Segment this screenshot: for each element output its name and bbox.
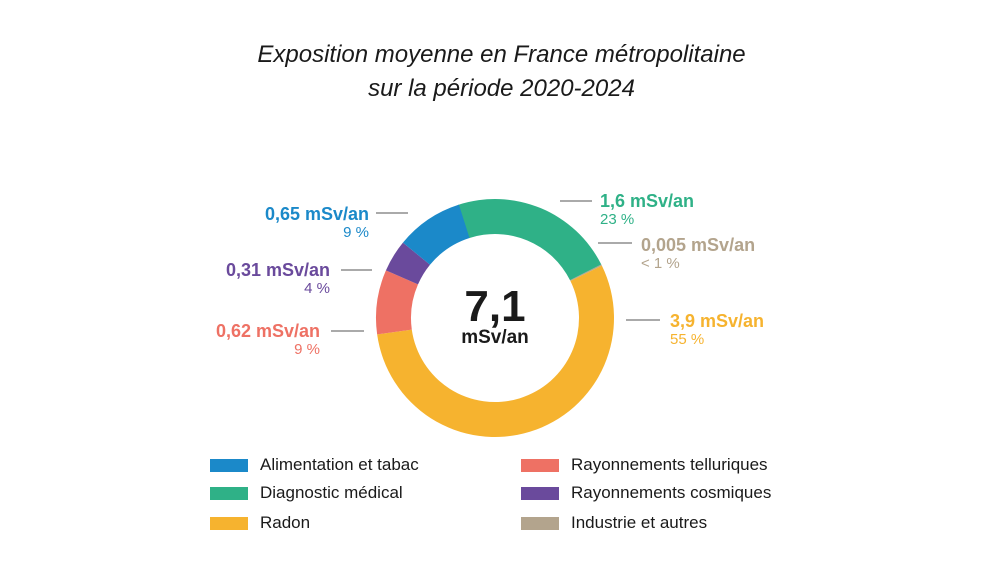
legend-label: Industrie et autres — [571, 513, 708, 532]
legend-item-alimentation: Alimentation et tabac — [210, 454, 419, 476]
legend-label: Diagnostic médical — [260, 483, 403, 502]
donut-slice-cosmiques — [385, 242, 431, 285]
slice-percent-cosmiques: 4 % — [304, 280, 330, 297]
slice-percent-industrie: < 1 % — [641, 255, 680, 272]
legend-swatch — [210, 458, 248, 472]
donut-slice-alimentation — [402, 204, 470, 265]
legend-swatch — [210, 486, 248, 500]
legend-swatch — [521, 458, 559, 472]
slice-percent-diagnostic: 23 % — [600, 211, 635, 228]
legend-item-diagnostic: Diagnostic médical — [210, 482, 403, 504]
chart-title-line1: Exposition moyenne en France métropolita… — [257, 41, 746, 68]
legend-item-cosmiques: Rayonnements cosmiques — [521, 482, 771, 504]
chart-title-line2: sur la période 2020-2024 — [368, 75, 635, 102]
legend-label: Radon — [260, 513, 311, 532]
slice-percent-alimentation: 9 % — [343, 224, 369, 241]
legend-swatch — [521, 516, 559, 530]
slice-label-industrie: 0,005 mSv/an — [641, 235, 756, 255]
donut-slice-industrie — [570, 264, 602, 282]
legend-label: Rayonnements cosmiques — [571, 483, 772, 502]
slice-label-diagnostic: 1,6 mSv/an — [600, 191, 695, 211]
legend-item-telluriques: Rayonnements telluriques — [521, 454, 768, 476]
legend-swatch — [210, 516, 248, 530]
slice-percent-radon: 55 % — [670, 331, 705, 348]
center-total-value: 7,1 — [464, 282, 526, 331]
slice-label-telluriques: 0,62 mSv/an — [215, 321, 320, 341]
slice-label-alimentation: 0,65 mSv/an — [264, 204, 369, 224]
slice-label-radon: 3,9 mSv/an — [670, 311, 765, 331]
legend-swatch — [521, 486, 559, 500]
legend-item-industrie: Industrie et autres — [521, 512, 707, 534]
donut-slice-telluriques — [376, 270, 419, 335]
legend-label: Rayonnements telluriques — [571, 455, 768, 474]
donut-slice-diagnostic — [458, 199, 602, 281]
donut-slice-radon — [377, 265, 614, 437]
legend-item-radon: Radon — [210, 512, 310, 534]
slice-percent-telluriques: 9 % — [294, 341, 320, 358]
center-total-unit: mSv/an — [461, 327, 529, 348]
legend-label: Alimentation et tabac — [260, 455, 419, 474]
slice-label-cosmiques: 0,31 mSv/an — [225, 260, 330, 280]
